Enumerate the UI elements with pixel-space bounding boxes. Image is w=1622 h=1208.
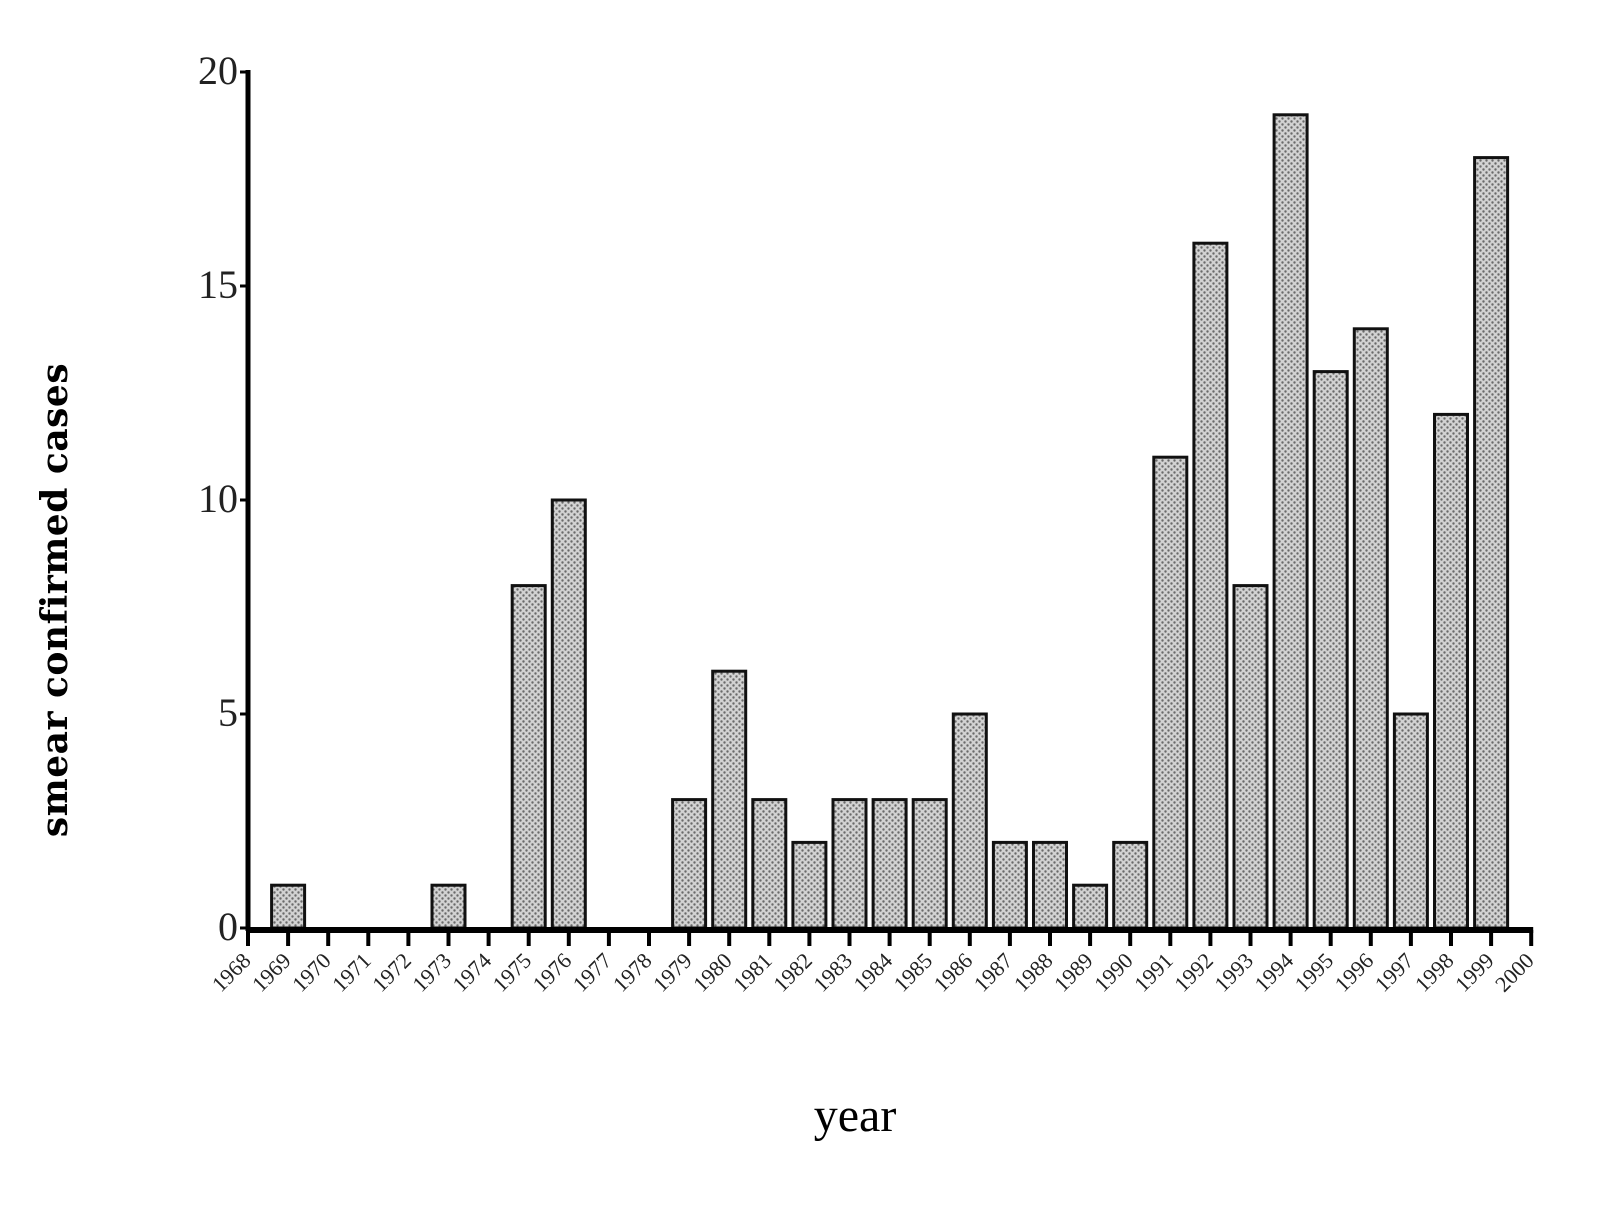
bar-1997	[1392, 712, 1429, 930]
x-tick-label: 1982	[768, 948, 817, 997]
x-tick-label: 1970	[287, 948, 336, 997]
y-tick-labels: 0 5 10 15 20	[198, 48, 238, 949]
bar-1986	[951, 712, 988, 930]
y-tick-label: 15	[198, 262, 238, 307]
y-axis-label: smear confirmed cases	[34, 362, 76, 838]
bars-group	[270, 113, 1510, 930]
x-tick-label: 1969	[247, 948, 296, 997]
x-tick-label: 1988	[1009, 948, 1058, 997]
bar-1980	[711, 669, 748, 930]
bar-1982	[791, 840, 828, 930]
x-tick-labels: 1968196919701971197219731974197519761977…	[207, 948, 1539, 997]
bar-1988	[1032, 840, 1068, 930]
bar-1979	[671, 798, 708, 930]
bar-1973	[430, 883, 467, 930]
bar-1975	[510, 584, 547, 930]
bar-1969	[270, 883, 307, 930]
x-tick-label: 1984	[848, 948, 897, 997]
x-tick-label: 1973	[407, 948, 456, 997]
axes-group	[240, 70, 1534, 946]
x-axis-label: year	[813, 1089, 897, 1142]
x-tick-label: 1995	[1289, 948, 1338, 997]
x-tick-label: 1987	[969, 948, 1018, 997]
x-tick-label: 1979	[648, 948, 697, 997]
bar-1976	[550, 498, 587, 930]
bar-1995	[1312, 370, 1349, 930]
x-tick-label: 2000	[1490, 948, 1539, 997]
bar-1985	[911, 798, 948, 930]
y-tick-label: 0	[218, 904, 238, 949]
bar-1987	[991, 840, 1028, 930]
x-tick-label: 1994	[1249, 948, 1298, 997]
x-tick-label: 1974	[447, 948, 496, 997]
x-tick-label: 1971	[327, 948, 376, 997]
bar-1993	[1232, 584, 1269, 930]
x-tick-label: 1990	[1089, 948, 1138, 997]
bar-1989	[1072, 883, 1109, 930]
bar-1999	[1473, 156, 1510, 930]
x-tick-label: 1976	[528, 948, 577, 997]
x-tick-label: 1993	[1209, 948, 1258, 997]
x-tick-label: 1978	[608, 948, 657, 997]
x-tick-label: 1968	[207, 948, 256, 997]
y-tick-label: 10	[198, 476, 238, 521]
x-tick-label: 1998	[1410, 948, 1459, 997]
x-tick-label: 1985	[888, 948, 937, 997]
bar-1998	[1433, 412, 1469, 930]
x-tick-label: 1996	[1330, 948, 1379, 997]
x-tick-label: 1977	[568, 948, 617, 997]
bar-1991	[1152, 455, 1189, 930]
x-tick-label: 1972	[367, 948, 416, 997]
y-tick-label: 5	[218, 690, 238, 735]
x-tick-label: 1975	[487, 948, 536, 997]
bar-1992	[1192, 241, 1229, 930]
bar-1990	[1112, 840, 1149, 930]
x-tick-label: 1989	[1049, 948, 1098, 997]
x-tick-label: 1991	[1129, 948, 1178, 997]
x-tick-label: 1986	[929, 948, 978, 997]
x-tick-label: 1983	[808, 948, 857, 997]
bar-1994	[1272, 113, 1309, 930]
x-tick-label: 1999	[1450, 948, 1499, 997]
y-tick-label: 20	[198, 48, 238, 93]
bar-1996	[1352, 327, 1389, 930]
x-tick-label: 1980	[688, 948, 737, 997]
bar-1983	[831, 798, 868, 930]
x-tick-label: 1992	[1169, 948, 1218, 997]
x-tick-label: 1981	[728, 948, 777, 997]
x-tick-label: 1997	[1370, 948, 1419, 997]
bar-1981	[751, 798, 788, 930]
bar-1984	[871, 798, 908, 930]
